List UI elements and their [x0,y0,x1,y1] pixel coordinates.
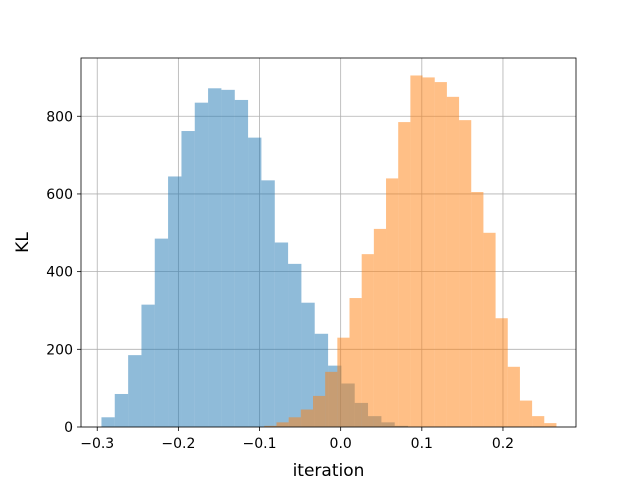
x-tick-label: 0.0 [330,436,352,452]
histogram-bar [507,366,520,427]
x-tick-label: 0.2 [492,436,514,452]
histogram-bar [544,423,557,427]
histogram-bar [264,425,277,427]
plot-frame [80,57,577,428]
histogram-bar [276,422,289,427]
y-tick-label: 400 [46,265,73,281]
histogram-bar [483,232,496,427]
x-tick-label: −0.3 [80,436,114,452]
histogram-bar [446,96,460,427]
y-tick-label: 800 [46,109,73,125]
histogram-bar [337,337,350,427]
y-axis-label: KL [13,232,33,253]
histogram-bar [313,395,326,427]
histogram-bar [114,393,129,427]
histogram-bar [234,99,249,428]
histogram-bar [221,89,235,427]
histogram-bar [248,137,262,427]
histogram-bar [386,178,399,427]
y-tick-label: 0 [64,420,73,436]
histogram-bar [194,102,209,427]
histogram-bar [373,228,387,427]
axis-ticks: −0.3 −0.2 −0.1 0.0 0.1 0.2 0 200 400 600 800 [46,109,514,452]
histogram-bar [532,416,545,427]
x-tick-label: 0.1 [411,436,433,452]
histogram-bar [288,263,302,427]
histogram-bar [261,180,275,427]
x-tick-label: −0.2 [161,436,195,452]
histogram-bar [274,242,289,427]
y-tick-label: 200 [46,342,73,358]
histogram-bar [128,355,142,427]
histogram-bar [101,417,115,427]
histogram-bar [398,122,411,427]
histogram-bar [141,304,155,427]
histogram-bar [361,254,374,427]
histogram-series-2 [264,75,557,428]
x-tick-label: −0.1 [243,436,277,452]
y-tick-label: 600 [46,187,73,203]
histogram-bar [301,302,315,427]
histogram-bar [410,75,423,428]
histogram-bar [434,82,447,428]
histogram-bar [181,131,195,427]
histogram-bar [495,318,508,427]
histogram-bar [208,88,222,427]
x-axis-label: iteration [293,461,365,480]
histogram-bar [459,120,472,427]
histogram-bar [300,409,314,427]
histogram-bar [519,400,533,427]
histogram-bar [349,298,362,427]
histogram-bar [325,371,338,427]
histogram-bar [471,192,484,427]
histogram-bar [154,238,169,427]
histogram-bar [422,77,435,427]
histogram-bar [288,417,301,427]
histogram-bars [101,75,557,428]
histogram-bar [168,176,182,427]
